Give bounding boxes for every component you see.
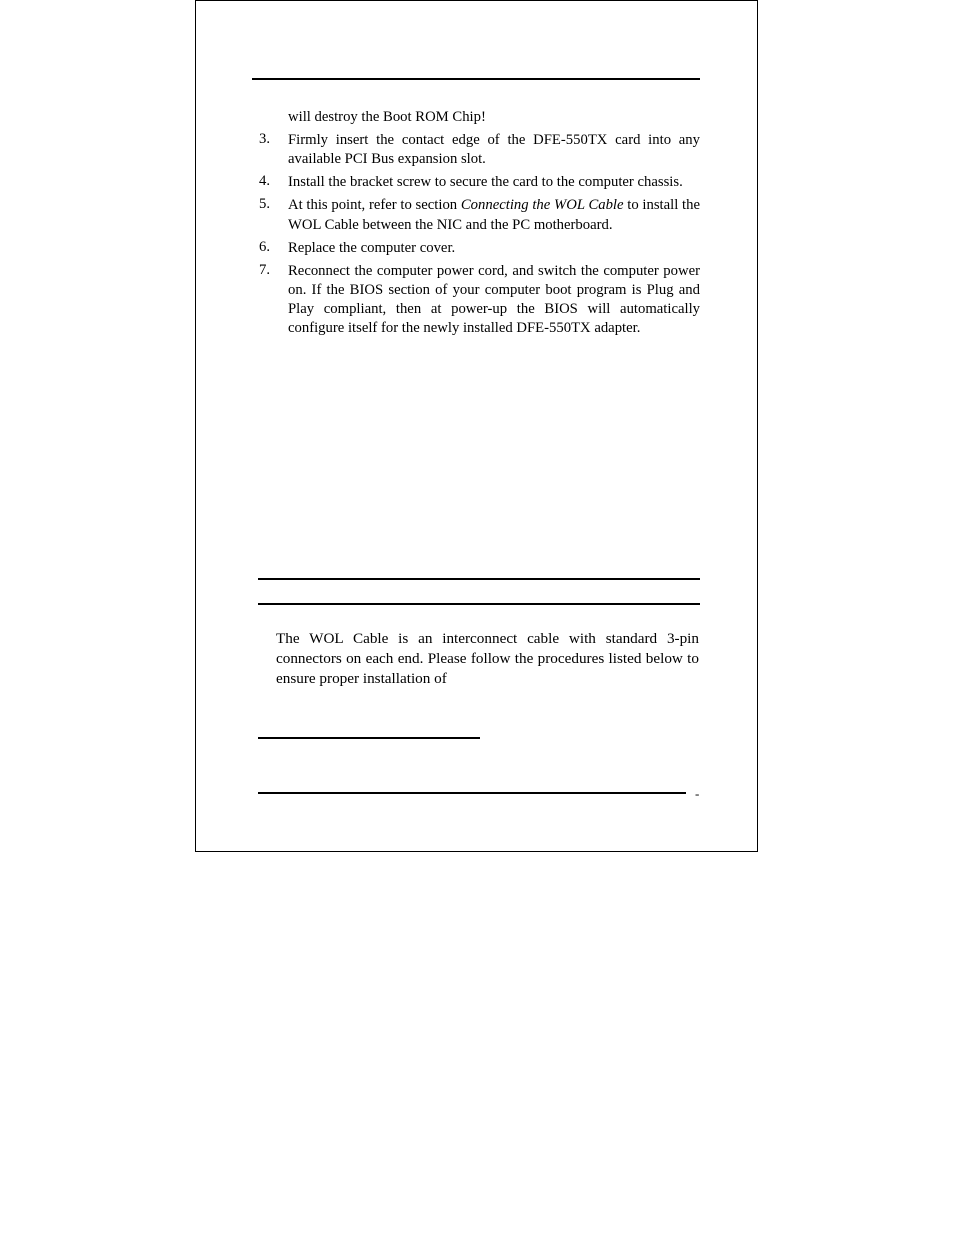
list-item: 6. Replace the computer cover. [258,239,700,258]
list-item: 3. Firmly insert the contact edge of the… [258,131,700,169]
content-area: will destroy the Boot ROM Chip! 3. Firml… [258,108,700,342]
section-paragraph: The WOL Cable is an interconnect cable w… [276,629,699,690]
list-number: 5. [258,196,288,234]
header-rule [252,78,700,80]
list-number: 7. [258,262,288,338]
list-text: Replace the computer cover. [288,239,700,258]
list-text: At this point, refer to section Connecti… [288,196,700,234]
list-number: 4. [258,173,288,192]
list-number: 3. [258,131,288,169]
footer-rule [258,792,686,794]
list-text: Firmly insert the contact edge of the DF… [288,131,700,169]
list-item: 4. Install the bracket screw to secure t… [258,173,700,192]
list-item: 5. At this point, refer to section Conne… [258,196,700,234]
text-pre: At this point, refer to section [288,197,461,213]
list-item: 7. Reconnect the computer power cord, an… [258,262,700,338]
text-italic: Connecting the WOL Cable [461,197,624,213]
list-text: Install the bracket screw to secure the … [288,173,700,192]
footer-dash: - [695,786,699,802]
list-text: Reconnect the computer power cord, and s… [288,262,700,338]
section-rule-top [258,578,700,580]
section-rule-bottom [258,603,700,605]
list-number: 6. [258,239,288,258]
footnote-rule [258,737,480,739]
continuation-text: will destroy the Boot ROM Chip! [288,108,700,127]
